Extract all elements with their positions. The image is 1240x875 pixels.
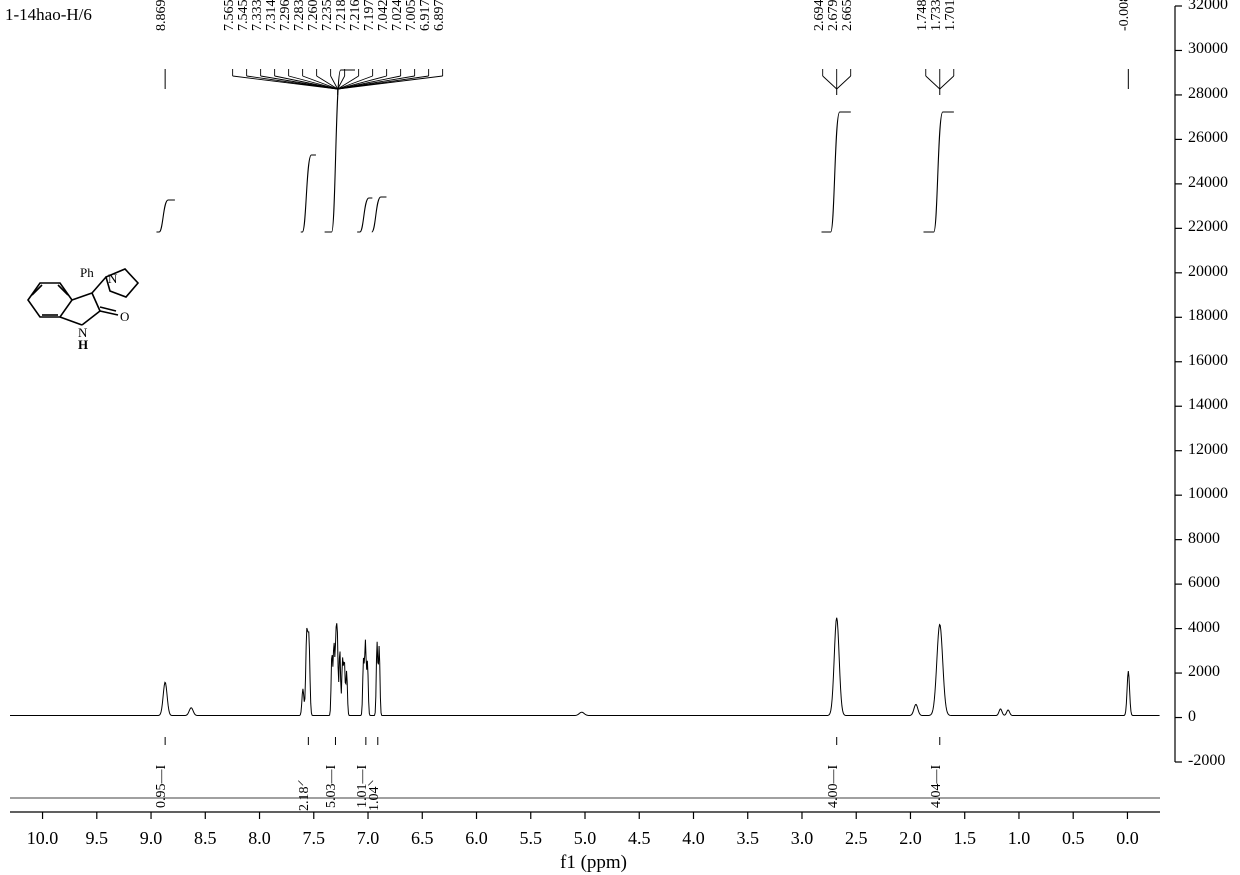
x-tick-label: 10.0 [27, 828, 59, 849]
integral-curve [156, 200, 174, 232]
x-tick-label: 7.0 [357, 828, 380, 849]
nmr-plot [0, 0, 1240, 875]
y-tick-label: 6000 [1188, 574, 1220, 592]
integral-curve [325, 70, 355, 232]
y-tick-label: 32000 [1188, 0, 1228, 14]
integral-curve [822, 112, 851, 232]
x-tick-label: 1.5 [953, 828, 976, 849]
peak-label: 8.869 [154, 0, 170, 31]
integral-label: 4.04—I [929, 765, 945, 808]
x-tick-label: 3.5 [736, 828, 759, 849]
integral-label: 5.03—I [324, 765, 340, 808]
y-tick-label: -2000 [1188, 752, 1225, 770]
y-tick-label: 8000 [1188, 530, 1220, 548]
integral-curve [372, 197, 387, 232]
x-tick-label: 8.5 [194, 828, 217, 849]
integral-label: 1.04⸌ [364, 780, 383, 812]
y-tick-label: 16000 [1188, 352, 1228, 370]
x-tick-label: 4.0 [682, 828, 705, 849]
y-tick-label: 28000 [1188, 85, 1228, 103]
y-tick-label: 12000 [1188, 441, 1228, 459]
y-tick-label: 22000 [1188, 218, 1228, 236]
x-tick-label: 6.5 [411, 828, 434, 849]
integral-curve [301, 155, 316, 232]
peak-label: 1.701 [943, 0, 959, 31]
x-tick-label: 6.0 [465, 828, 488, 849]
x-tick-label: 2.5 [845, 828, 868, 849]
y-tick-label: 18000 [1188, 307, 1228, 325]
integral-label: 4.00—I [826, 765, 842, 808]
spectrum-trace [10, 618, 1160, 716]
x-tick-label: 5.5 [520, 828, 543, 849]
x-tick-label: 1.0 [1008, 828, 1031, 849]
x-tick-label: 8.0 [248, 828, 271, 849]
integral-curve [357, 198, 372, 232]
integral-label: 2.18⸍ [294, 780, 313, 812]
peak-label: 6.897 [432, 0, 448, 31]
y-tick-label: 26000 [1188, 129, 1228, 147]
x-tick-label: 2.0 [899, 828, 922, 849]
y-tick-label: 30000 [1188, 40, 1228, 58]
x-tick-label: 0.0 [1116, 828, 1139, 849]
x-tick-label: 7.5 [303, 828, 326, 849]
y-tick-label: 24000 [1188, 174, 1228, 192]
x-tick-label: 5.0 [574, 828, 597, 849]
y-tick-label: 2000 [1188, 663, 1220, 681]
peak-label: 2.665 [840, 0, 856, 31]
y-tick-label: 4000 [1188, 619, 1220, 637]
x-tick-label: 9.0 [140, 828, 163, 849]
y-tick-label: 10000 [1188, 485, 1228, 503]
integral-label: 0.95—I [154, 765, 170, 808]
x-tick-label: 9.5 [86, 828, 109, 849]
y-tick-label: 0 [1188, 708, 1196, 726]
x-tick-label: 3.0 [791, 828, 814, 849]
x-axis-title: f1 (ppm) [560, 852, 627, 874]
x-tick-label: 0.5 [1062, 828, 1085, 849]
integral-curve [923, 112, 953, 232]
peak-label: -0.008 [1117, 0, 1133, 31]
y-tick-label: 20000 [1188, 263, 1228, 281]
x-tick-label: 4.5 [628, 828, 651, 849]
y-tick-label: 14000 [1188, 396, 1228, 414]
